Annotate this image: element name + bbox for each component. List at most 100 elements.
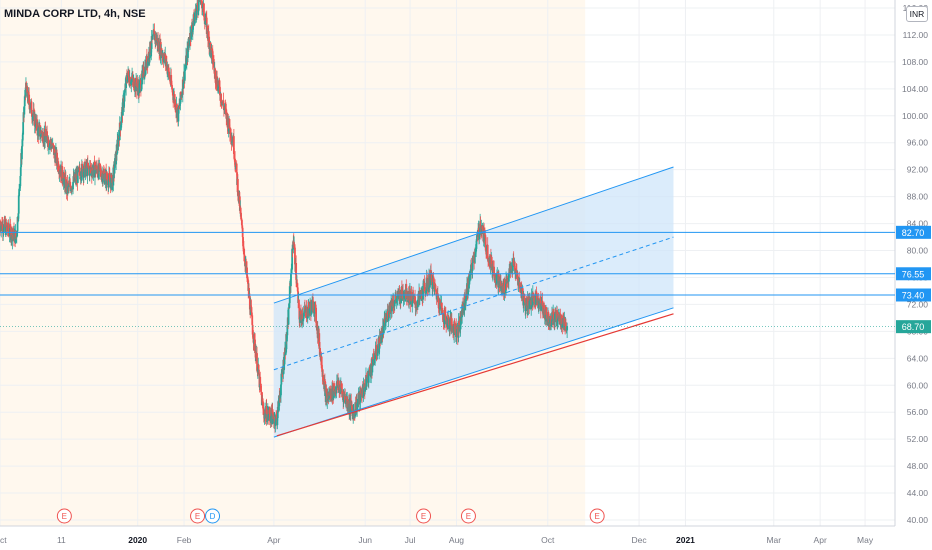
candle-body <box>411 301 414 307</box>
candle-body <box>486 244 489 260</box>
candle-body <box>125 76 128 89</box>
candle-body <box>229 128 232 139</box>
channel-median-line <box>273 236 674 371</box>
candle-body <box>63 172 66 179</box>
candle-body <box>287 307 290 325</box>
candle-body <box>276 406 279 419</box>
candle-body <box>39 135 42 137</box>
y-tick-label: 72.00 <box>907 299 929 309</box>
earnings-event-marker[interactable]: E <box>416 508 432 524</box>
candle-body <box>356 402 359 411</box>
x-tick-label: Aug <box>449 535 464 545</box>
event-circle <box>589 508 605 524</box>
candle-body <box>204 21 207 25</box>
candle-body <box>232 136 235 155</box>
candle-body <box>271 409 274 425</box>
candle-body <box>410 291 413 302</box>
earnings-event-marker[interactable]: E <box>589 508 605 524</box>
candle-body <box>98 163 101 166</box>
candle-body <box>566 326 569 331</box>
candle-body <box>260 391 263 396</box>
candle-body <box>524 302 527 312</box>
candle-body <box>490 256 493 271</box>
candle-body <box>228 119 231 129</box>
candle-body <box>86 162 89 177</box>
candle-body <box>30 101 33 114</box>
x-tick-label: Apr <box>814 535 827 545</box>
candle-body <box>5 222 8 228</box>
y-tick-label: 80.00 <box>907 246 929 256</box>
event-circle <box>460 508 476 524</box>
candle-body <box>207 31 210 37</box>
candle-body <box>102 178 104 183</box>
candle-body <box>190 26 193 40</box>
event-circle <box>416 508 432 524</box>
candle-body <box>423 282 426 289</box>
candle-body <box>431 278 434 290</box>
candle-body <box>15 236 18 238</box>
earnings-event-marker[interactable]: E <box>56 508 72 524</box>
candle-body <box>122 98 124 116</box>
candle-body <box>151 35 154 37</box>
support-trend-line <box>276 313 674 437</box>
y-tick-label: 52.00 <box>907 434 929 444</box>
candle-body <box>305 306 308 318</box>
candle-body <box>387 311 389 321</box>
dividend-event-marker[interactable]: D <box>205 508 221 524</box>
currency-button[interactable]: INR <box>906 6 928 22</box>
y-tick-label: 84.00 <box>907 219 929 229</box>
candle-body <box>315 322 318 328</box>
candle-body <box>545 307 548 315</box>
candle-body <box>484 237 487 251</box>
candle-body <box>45 136 48 141</box>
candle-body <box>145 55 148 67</box>
y-tick-label: 100.00 <box>902 111 928 121</box>
candle-body <box>184 68 187 71</box>
candle-body <box>359 389 362 403</box>
candle-body <box>470 264 472 276</box>
candle-body <box>416 299 419 308</box>
candle-body <box>352 411 355 420</box>
earnings-event-marker[interactable]: E <box>190 508 206 524</box>
candle-body <box>471 263 474 271</box>
candle-body <box>295 263 298 280</box>
candle-body <box>112 167 115 186</box>
candle-body <box>375 345 378 355</box>
earnings-event-marker[interactable]: E <box>460 508 476 524</box>
candle-body <box>25 82 28 90</box>
candle-body <box>243 255 246 262</box>
candle-body <box>19 167 22 176</box>
candle-body <box>15 230 17 237</box>
candles-group <box>0 0 569 433</box>
candle-body <box>241 225 244 228</box>
candle-body <box>251 315 254 325</box>
y-tick-label: 48.00 <box>907 461 929 471</box>
candle-body <box>380 331 383 334</box>
y-tick-label: 40.00 <box>907 515 929 525</box>
candle-body <box>535 292 538 299</box>
candle-body <box>124 89 126 93</box>
candle-body <box>117 137 120 147</box>
y-tick-label: 88.00 <box>907 192 929 202</box>
candle-body <box>235 163 238 173</box>
candle-body <box>38 126 41 137</box>
candle-body <box>532 292 535 299</box>
candle-body <box>3 224 5 232</box>
event-label: E <box>62 512 67 521</box>
candle-body <box>256 353 258 371</box>
y-tick-label: 60.00 <box>907 380 929 390</box>
x-tick-label: 2021 <box>676 535 695 545</box>
candle-body <box>177 106 180 122</box>
candle-body <box>291 248 294 270</box>
candle-body <box>52 143 54 146</box>
y-tick-label: 44.00 <box>907 488 929 498</box>
candle-body <box>550 322 553 325</box>
candle-body <box>19 175 22 187</box>
x-tick-label: Jun <box>358 535 372 545</box>
candle-body <box>23 106 26 115</box>
x-tick-label: Apr <box>267 535 280 545</box>
candle-body <box>151 35 154 40</box>
channel-lower-line <box>273 307 674 438</box>
